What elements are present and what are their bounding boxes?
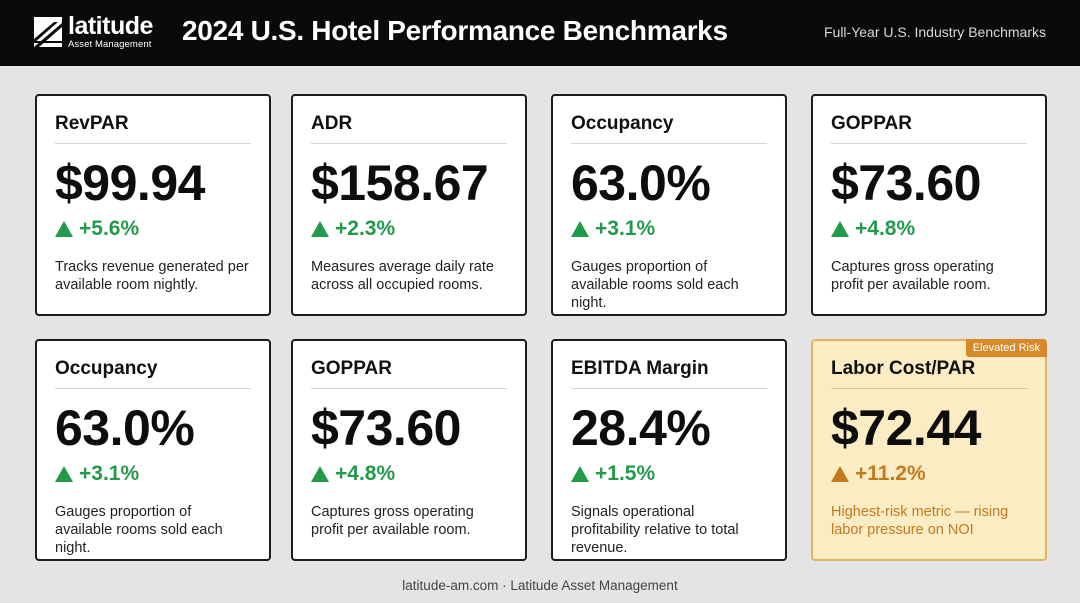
- card-description: Gauges proportion of available rooms sol…: [571, 259, 739, 311]
- card-description: Signals operational profitability relati…: [571, 504, 739, 556]
- card-value: $158.67: [311, 155, 489, 211]
- card-change: +3.1%: [571, 216, 767, 242]
- up-triangle-icon: [571, 466, 589, 482]
- card-description: Tracks revenue generated per available r…: [55, 259, 249, 293]
- metric-card-goppar: GOPPAR $73.60 +4.8% Captures gross opera…: [811, 94, 1047, 316]
- card-title: GOPPAR: [831, 113, 1027, 144]
- up-triangle-icon: [55, 466, 73, 482]
- card-description: Measures average daily rate across all o…: [311, 259, 494, 293]
- card-value: $99.94: [55, 155, 205, 211]
- card-description: Captures gross operating profit per avai…: [311, 504, 474, 538]
- up-triangle-icon: [55, 221, 73, 237]
- up-triangle-icon: [571, 221, 589, 237]
- card-title: EBITDA Margin: [571, 358, 767, 389]
- metric-card-ebitda-margin: EBITDA Margin 28.4% +1.5% Signals operat…: [551, 339, 787, 561]
- card-description: Gauges proportion of available rooms sol…: [55, 504, 223, 556]
- card-title: GOPPAR: [311, 358, 507, 389]
- card-value: 28.4%: [571, 400, 711, 456]
- logo-mark-icon: [34, 17, 62, 47]
- metric-card-goppar: GOPPAR $73.60 +4.8% Captures gross opera…: [291, 339, 527, 561]
- up-triangle-icon: [831, 466, 849, 482]
- card-change: +11.2%: [831, 461, 1027, 487]
- header-subtitle: Full-Year U.S. Industry Benchmarks: [823, 24, 1046, 40]
- card-title: Labor Cost/PAR: [831, 358, 1027, 389]
- logo-name: latitude: [68, 12, 153, 41]
- metric-card-occupancy: Occupancy 63.0% +3.1% Gauges proportion …: [35, 339, 271, 561]
- card-value: $73.60: [311, 400, 461, 456]
- logo-subtitle: Asset Management: [68, 39, 152, 51]
- card-description: Captures gross operating profit per avai…: [831, 259, 994, 293]
- card-change: +5.6%: [55, 216, 251, 242]
- card-change: +3.1%: [55, 461, 251, 487]
- card-value: 63.0%: [55, 400, 195, 456]
- card-title: Occupancy: [55, 358, 251, 389]
- card-change: +4.8%: [831, 216, 1027, 242]
- elevated-risk-badge: Elevated Risk: [965, 339, 1047, 357]
- card-title: ADR: [311, 113, 507, 144]
- card-title: Occupancy: [571, 113, 767, 144]
- card-change: +2.3%: [311, 216, 507, 242]
- card-change: +4.8%: [311, 461, 507, 487]
- card-value: $73.60: [831, 155, 981, 211]
- up-triangle-icon: [311, 221, 329, 237]
- up-triangle-icon: [831, 221, 849, 237]
- metric-card-occupancy: Occupancy 63.0% +3.1% Gauges proportion …: [551, 94, 787, 316]
- company-logo[interactable]: latitude Asset Management: [34, 14, 153, 50]
- up-triangle-icon: [311, 466, 329, 482]
- metric-card-adr: ADR $158.67 +2.3% Measures average daily…: [291, 94, 527, 316]
- metric-card-revpar: RevPAR $99.94 +5.6% Tracks revenue gener…: [35, 94, 271, 316]
- metric-card-labor-cost: Elevated Risk Labor Cost/PAR $72.44 +11.…: [811, 339, 1047, 561]
- card-change: +1.5%: [571, 461, 767, 487]
- card-value: 63.0%: [571, 155, 711, 211]
- card-value: $72.44: [831, 400, 981, 456]
- card-title: RevPAR: [55, 113, 251, 144]
- card-description: Highest-risk metric — rising labor press…: [831, 504, 1009, 538]
- footer-text[interactable]: latitude-am.com · Latitude Asset Managem…: [402, 578, 678, 593]
- page-title: 2024 U.S. Hotel Performance Benchmarks: [182, 15, 728, 46]
- header-bar: latitude Asset Management 2024 U.S. Hote…: [0, 0, 1080, 66]
